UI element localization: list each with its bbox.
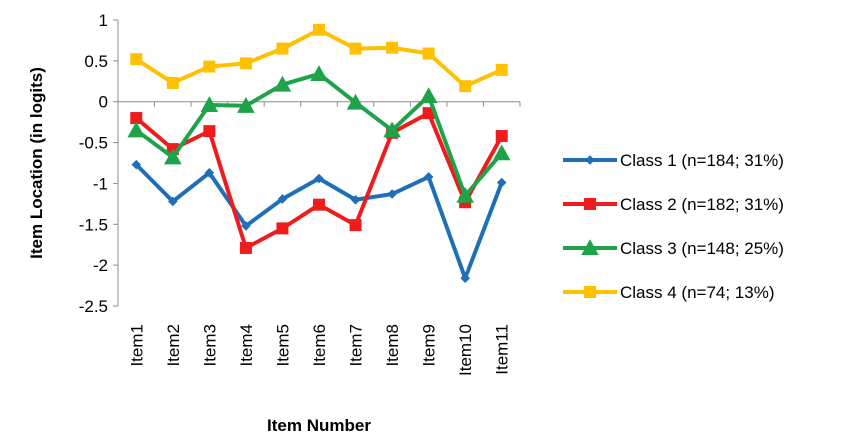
data-point: [130, 53, 143, 66]
data-point: [200, 96, 219, 113]
data-point: [203, 60, 216, 73]
data-point: [422, 47, 435, 60]
y-tick-label: -1.5: [79, 215, 108, 234]
data-point: [386, 41, 399, 54]
y-tick-label: 0: [99, 93, 108, 112]
x-tick-label: Item9: [420, 324, 439, 367]
data-point: [131, 159, 142, 170]
x-tick-label: Item4: [237, 324, 256, 367]
data-point: [495, 130, 508, 143]
data-point: [277, 194, 288, 204]
data-point: [346, 93, 365, 110]
data-point: [422, 107, 435, 120]
x-axis-title: Item Number: [267, 416, 371, 434]
data-point: [496, 177, 507, 188]
y-tick-label: -1: [93, 174, 108, 193]
data-point: [239, 57, 252, 70]
data-point: [313, 23, 325, 36]
data-point: [203, 125, 216, 138]
data-point: [273, 75, 292, 92]
data-point: [495, 63, 508, 76]
legend-marker: [581, 239, 599, 256]
legend-item: Class 1 (n=184; 31%): [563, 151, 784, 170]
data-point: [168, 196, 178, 207]
legend-label: Class 2 (n=182; 31%): [620, 195, 784, 214]
data-point: [492, 144, 511, 161]
y-tick-label: 1: [99, 11, 108, 30]
y-tick-label: -2.5: [79, 297, 108, 316]
legend-label: Class 4 (n=74; 13%): [620, 283, 775, 302]
data-point: [241, 221, 251, 231]
series-layer: [127, 23, 511, 284]
data-point: [314, 173, 324, 184]
data-point: [130, 112, 143, 125]
x-tick-label: Item8: [383, 324, 402, 367]
data-point: [313, 198, 325, 211]
y-axis-title: Item Location (in logits): [27, 67, 46, 259]
x-tick-label: Item6: [310, 324, 329, 367]
series-3: [127, 65, 511, 203]
y-tick-label: 0.5: [84, 52, 108, 71]
legend-label: Class 3 (n=148; 25%): [620, 239, 784, 258]
series-4: [130, 23, 508, 93]
series-1: [131, 159, 507, 284]
data-point: [456, 186, 474, 203]
legend-label: Class 1 (n=184; 31%): [620, 151, 784, 170]
legend-item: Class 2 (n=182; 31%): [563, 195, 784, 214]
legend-item: Class 3 (n=148; 25%): [563, 239, 784, 258]
x-tick-label: Item5: [273, 324, 292, 367]
x-tick-label: Item7: [347, 324, 366, 367]
data-point: [276, 42, 289, 55]
legend: Class 1 (n=184; 31%) Class 2 (n=182; 31%)…: [563, 151, 784, 302]
x-tick-label: Item10: [456, 324, 475, 376]
data-point: [460, 273, 470, 284]
data-point: [166, 76, 179, 89]
data-point: [237, 97, 255, 113]
data-point: [164, 148, 182, 165]
y-axis: 1 0.5 0 -0.5 -1 -1.5 -2 -2.5: [79, 11, 119, 316]
legend-item: Class 4 (n=74; 13%): [563, 283, 775, 302]
x-tick-label: Item11: [493, 324, 512, 375]
legend-marker: [584, 286, 596, 298]
data-point: [239, 241, 252, 254]
x-tick-label: Item1: [127, 324, 146, 367]
data-point: [350, 194, 361, 205]
data-point: [383, 121, 401, 138]
legend-marker: [585, 155, 595, 165]
y-tick-label: -2: [93, 256, 108, 275]
data-point: [459, 80, 472, 93]
x-tick-label: Item3: [200, 324, 219, 367]
legend-marker: [584, 198, 596, 210]
x-tick-label: Item2: [164, 324, 183, 367]
data-point: [204, 168, 215, 178]
data-point: [349, 219, 362, 232]
data-point: [419, 87, 438, 104]
data-point: [387, 189, 397, 199]
data-point: [349, 42, 362, 55]
data-point: [127, 121, 146, 138]
data-point: [310, 65, 328, 81]
y-tick-label: -0.5: [79, 134, 108, 153]
data-point: [423, 172, 434, 182]
x-axis: Item1 Item2 Item3 Item4 Item5 Item6 Item7 Item8…: [117, 101, 521, 376]
data-point: [276, 222, 289, 235]
